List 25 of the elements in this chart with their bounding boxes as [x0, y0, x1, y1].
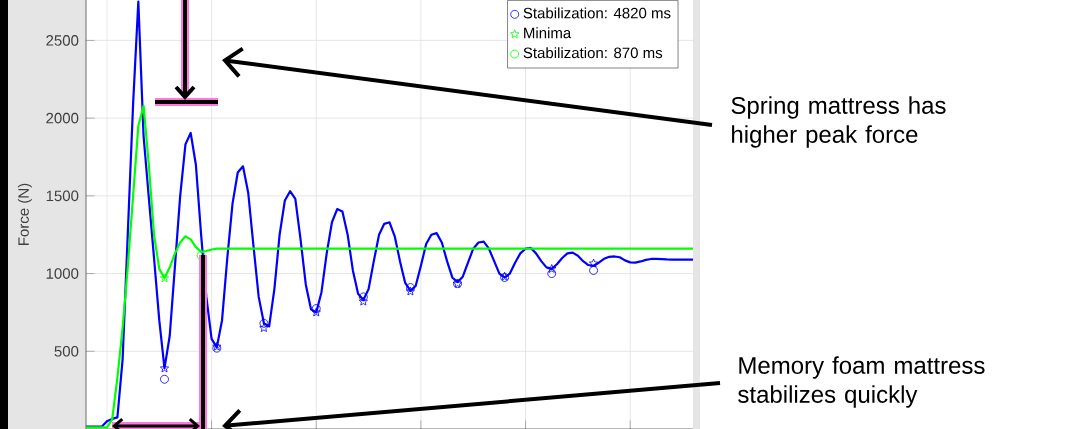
point: [406, 283, 415, 292]
point: [358, 292, 368, 302]
point: [547, 269, 557, 278]
point: [311, 304, 321, 313]
legend-label: Stabilization: 4820 ms: [523, 7, 671, 19]
y-axis-title: Force (N): [17, 183, 32, 245]
y-tick-label: 2000: [46, 112, 79, 124]
point: [405, 286, 416, 296]
point: [311, 307, 321, 317]
point: [259, 318, 269, 328]
legend-label: Stabilization: 870 ms: [523, 47, 663, 59]
legend-label: Minima: [524, 27, 572, 39]
point: [547, 264, 557, 273]
y-tick-label: 1000: [46, 268, 79, 279]
point: [589, 258, 599, 268]
point: [159, 273, 170, 283]
point: [589, 266, 598, 275]
point: [358, 296, 368, 306]
y-tick-label: 2500: [46, 35, 79, 46]
point: [259, 323, 269, 332]
y-tick-label: 500: [54, 345, 79, 357]
text: Memory foam mattress stabilizes quickly: [738, 356, 985, 408]
point: [160, 374, 169, 384]
text: Spring mattress has higher peak force: [731, 96, 946, 148]
y-tick-label: 1500: [46, 190, 79, 202]
